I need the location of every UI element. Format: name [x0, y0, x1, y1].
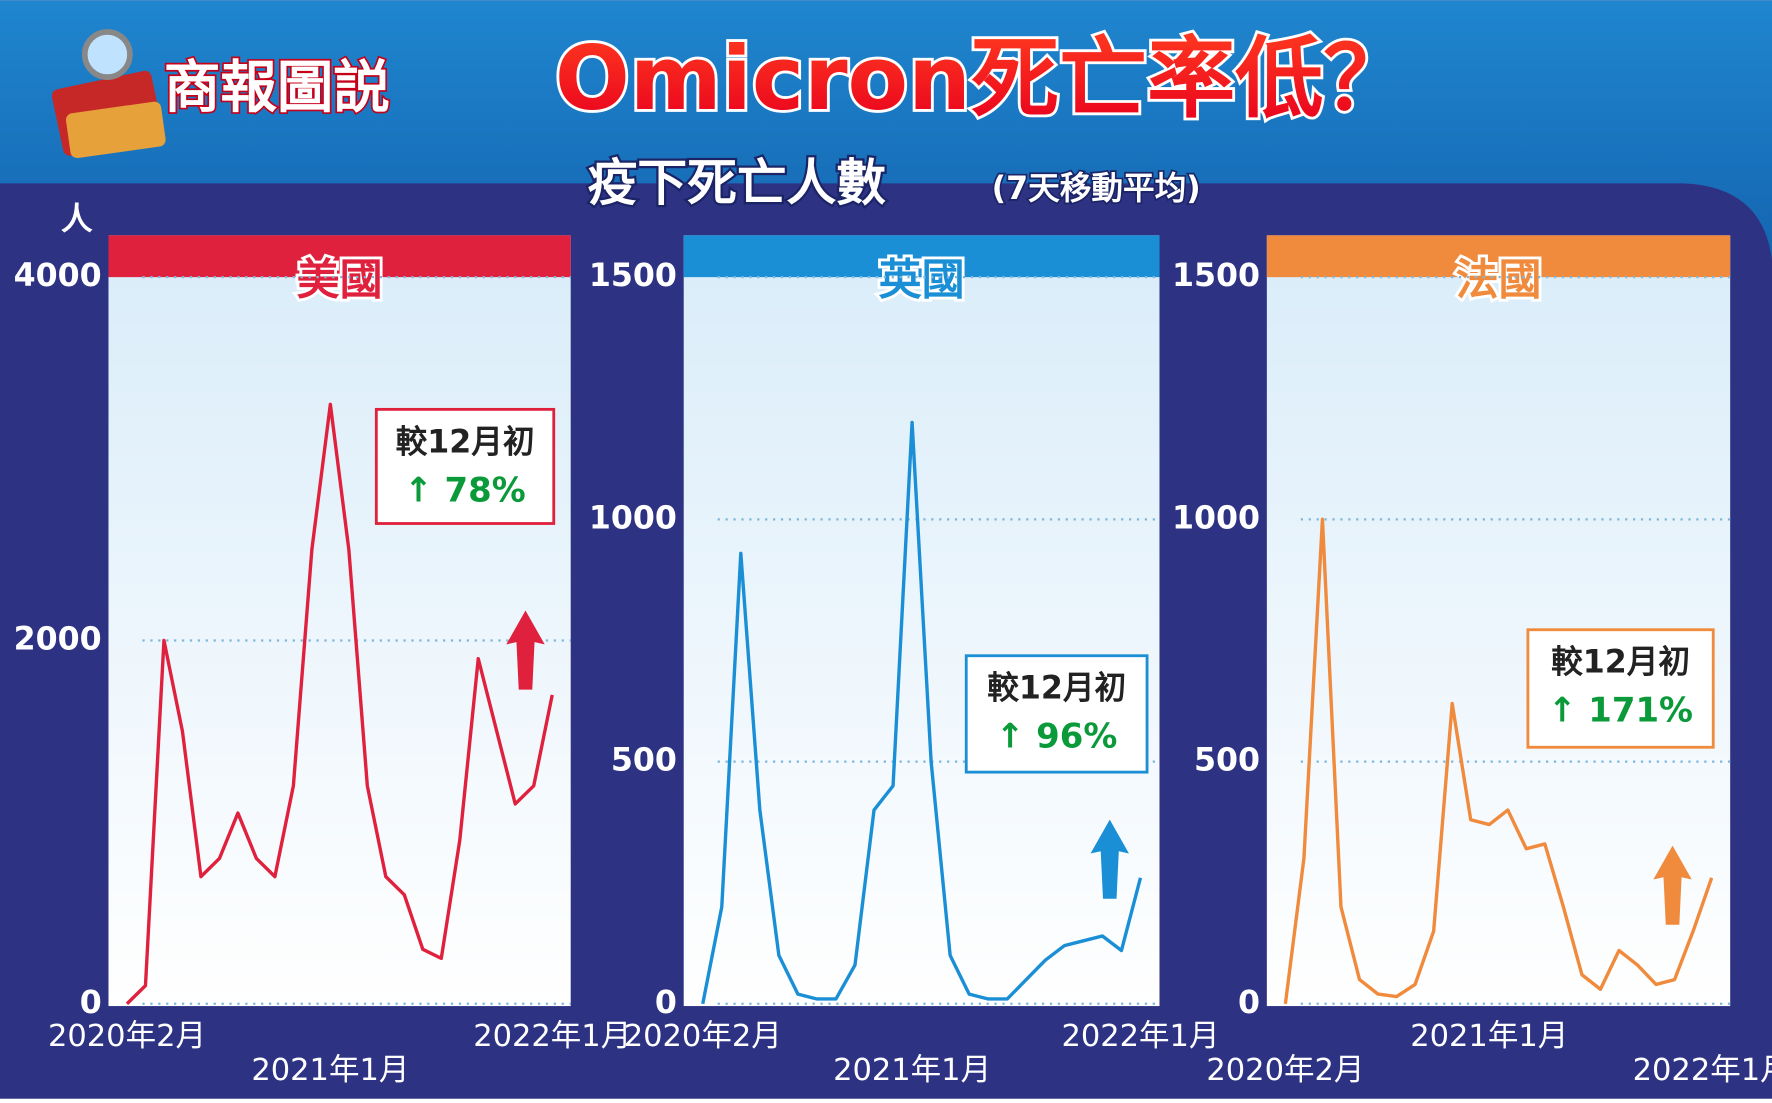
panel-header: [1266, 235, 1731, 278]
panel-title: 法國: [1456, 255, 1542, 305]
annotation-change: ↑ 96%: [996, 717, 1117, 756]
logo-text: 商報圖説: [164, 55, 390, 120]
subtitle-note: (7天移動平均): [992, 171, 1201, 207]
data-line: [1283, 517, 1714, 1005]
y-tick-label: 1000: [589, 500, 677, 536]
y-tick-label: 500: [1194, 743, 1260, 779]
panel-header: [108, 235, 571, 278]
header-band: [0, 0, 1772, 261]
panel-title: 美國: [297, 255, 383, 305]
annotation-box: [1526, 628, 1715, 749]
y-tick-label: 0: [80, 985, 102, 1021]
y-tick-label: 1500: [1172, 258, 1260, 294]
x-tick-label: 2021年1月: [833, 1053, 991, 1088]
data-line: [125, 402, 554, 1006]
x-tick-label: 2020年2月: [48, 1019, 206, 1054]
x-tick-label: 2021年1月: [251, 1053, 409, 1088]
subtitle: 疫下死亡人數: [588, 154, 887, 212]
y-tick-label: 500: [611, 743, 677, 779]
annotation-title: 較12月初: [396, 424, 535, 460]
y-axis-label: 人: [61, 202, 93, 238]
y-tick-label: 0: [655, 985, 677, 1021]
trend-arrow: [1090, 819, 1129, 899]
annotation-title: 較12月初: [987, 671, 1126, 707]
annotation-box: [374, 407, 556, 525]
y-tick-label: 1000: [1172, 500, 1260, 536]
x-tick-label: 2022年1月: [1061, 1019, 1219, 1054]
data-line: [701, 420, 1143, 1005]
x-tick-label: 2020年2月: [624, 1019, 782, 1054]
main-title: Omicron死亡率低？: [555, 27, 1412, 130]
panel-title: 英國: [879, 255, 965, 305]
x-tick-label: 2022年1月: [473, 1019, 631, 1054]
panel-header: [683, 235, 1160, 278]
plot-panel: [108, 235, 571, 1007]
x-tick-label: 2021年1月: [1410, 1019, 1568, 1054]
annotation-change: ↑ 171%: [1548, 691, 1693, 730]
logo-icon: [51, 29, 166, 159]
y-tick-label: 2000: [14, 621, 102, 657]
plot-panel: [1266, 235, 1731, 1007]
trend-arrow: [506, 610, 545, 690]
x-tick-label: 2020年2月: [1206, 1053, 1364, 1088]
y-tick-label: 0: [1238, 985, 1260, 1021]
y-tick-label: 1500: [589, 258, 677, 294]
trend-arrow: [1653, 845, 1692, 925]
y-tick-label: 4000: [14, 258, 102, 294]
x-tick-label: 2022年1月: [1633, 1053, 1772, 1088]
annotation-box: [964, 654, 1149, 774]
annotation-title: 較12月初: [1551, 645, 1690, 681]
annotation-change: ↑ 78%: [404, 470, 525, 509]
